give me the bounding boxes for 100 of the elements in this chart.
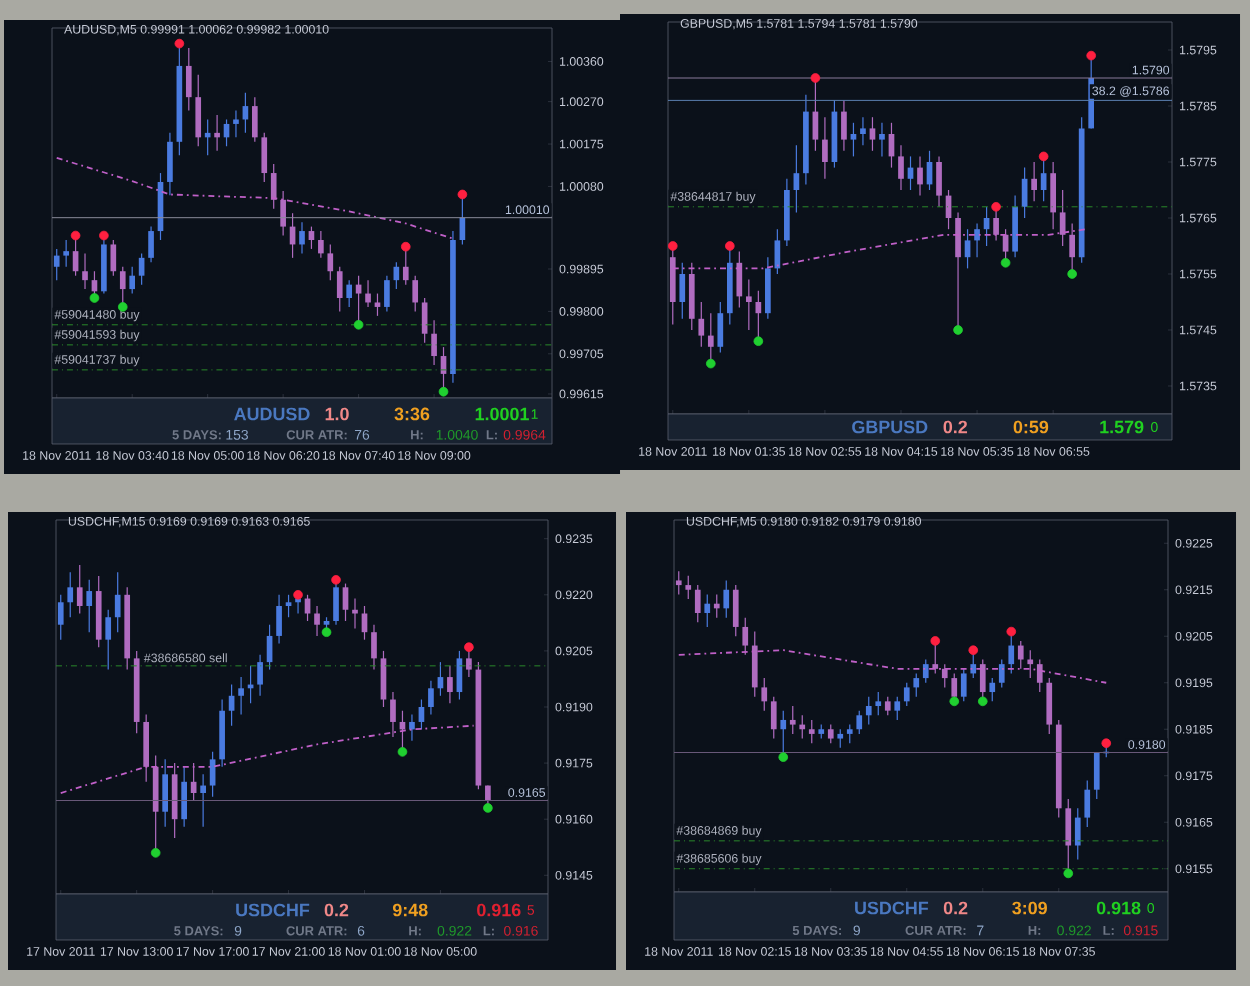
candlestick [409, 713, 415, 742]
candlestick [233, 109, 239, 138]
point [953, 325, 963, 335]
candlestick [998, 658, 1005, 688]
candlestick [875, 691, 882, 716]
candlestick [707, 312, 714, 365]
candlestick [704, 593, 711, 628]
candlestick [162, 758, 169, 828]
candlestick [342, 582, 349, 622]
candlestick [185, 47, 192, 112]
point [1000, 258, 1011, 268]
text: GBPUSD [852, 420, 928, 434]
candlestick [214, 114, 220, 152]
candlestick [421, 297, 428, 344]
candlestick [365, 279, 371, 308]
candlestick [808, 719, 815, 744]
point [397, 747, 408, 757]
candlestick [1084, 779, 1091, 828]
candlestick [865, 696, 872, 726]
candlestick [371, 624, 377, 671]
candlestick [276, 594, 282, 645]
point [1067, 269, 1077, 279]
line-series [55, 156, 454, 240]
point [70, 230, 81, 241]
candlestick [894, 696, 901, 721]
candlestick [152, 755, 159, 854]
text: USDCHF [236, 903, 310, 917]
candlestick [846, 723, 853, 744]
candlestick [390, 691, 396, 738]
candlestick [105, 609, 112, 671]
candlestick [285, 594, 292, 618]
point [353, 319, 364, 330]
candlestick [314, 605, 320, 637]
point [150, 848, 161, 858]
candlestick [384, 275, 390, 313]
text: 0:59 [1013, 420, 1049, 434]
candlestick [1059, 189, 1066, 247]
candlestick [822, 116, 828, 180]
candlestick [903, 682, 910, 707]
point [1038, 151, 1049, 162]
candlestick [913, 672, 920, 698]
candlestick [745, 278, 752, 331]
candlestick [1069, 222, 1076, 275]
point [483, 803, 493, 813]
candlestick [195, 74, 202, 147]
candlestick [110, 239, 117, 277]
candlestick [860, 116, 866, 146]
text: 3:09 [1012, 901, 1047, 915]
candlestick [86, 579, 93, 633]
candlestick [466, 646, 472, 678]
point [293, 590, 303, 600]
candlestick [827, 723, 834, 744]
candlestick [736, 250, 743, 309]
point [99, 230, 109, 241]
candlestick [200, 773, 206, 828]
candlestick [780, 710, 787, 758]
candlestick [447, 665, 453, 704]
candlestick [238, 676, 244, 716]
text: 3:36 [394, 407, 430, 421]
candlestick [1046, 677, 1053, 735]
point [725, 241, 735, 251]
candlestick [869, 116, 876, 152]
candlestick [675, 570, 682, 595]
candlestick [167, 132, 173, 196]
text: 0.2 [324, 903, 349, 917]
candlestick [257, 654, 263, 697]
candlestick [993, 206, 999, 241]
candlestick [974, 222, 980, 258]
point [706, 358, 716, 369]
candlestick [717, 301, 724, 353]
candlestick [76, 564, 83, 615]
point [1101, 738, 1112, 748]
point [753, 336, 764, 346]
candlestick [431, 319, 437, 366]
candlestick [280, 190, 286, 237]
line-series [59, 724, 475, 794]
candlestick [171, 762, 178, 839]
candlestick [789, 705, 796, 735]
candlestick [922, 658, 929, 684]
text: 1.579 [1100, 420, 1144, 434]
point [667, 241, 678, 251]
candlestick [119, 266, 126, 308]
point [89, 293, 100, 303]
candlestick [955, 211, 961, 331]
candlestick [57, 594, 64, 641]
candlestick [1031, 161, 1037, 202]
candlestick [761, 677, 768, 712]
candlestick [732, 584, 739, 637]
candlestick [989, 677, 996, 702]
line-series [677, 649, 1108, 684]
text: USDCHF [855, 901, 929, 915]
text: 0.2 [943, 420, 968, 434]
candlestick [129, 266, 136, 295]
candlestick [936, 155, 942, 208]
candlestick [755, 290, 762, 342]
candlestick [932, 640, 939, 675]
candlestick [67, 571, 74, 618]
candlestick [1093, 751, 1100, 800]
point [1086, 50, 1096, 61]
point [968, 645, 979, 655]
